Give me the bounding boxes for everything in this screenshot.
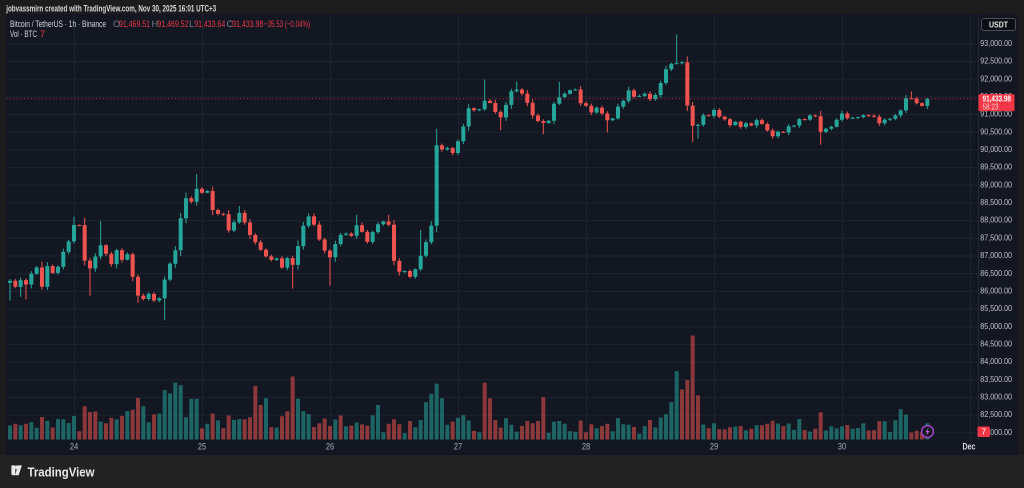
svg-text:L: L <box>189 19 194 29</box>
svg-text:jobvassmirn created with Tradi: jobvassmirn created with TradingView.com… <box>6 4 217 14</box>
svg-text:24: 24 <box>70 442 79 452</box>
svg-text:91,000.00: 91,000.00 <box>980 109 1012 119</box>
svg-text:Bitcoin / TetherUS · 1h · Bina: Bitcoin / TetherUS · 1h · Binance <box>10 19 106 29</box>
svg-text:89,000.00: 89,000.00 <box>980 179 1012 189</box>
svg-text:H: H <box>152 19 159 29</box>
svg-text:91,433.98: 91,433.98 <box>232 19 263 29</box>
svg-text:86,500.00: 86,500.00 <box>980 268 1012 278</box>
svg-text:C: C <box>227 19 234 29</box>
svg-text:91,433.98: 91,433.98 <box>983 94 1012 104</box>
svg-text:82,000.00: 82,000.00 <box>980 427 1012 437</box>
svg-text:89,500.00: 89,500.00 <box>980 162 1012 172</box>
svg-text:88,000.00: 88,000.00 <box>980 215 1012 225</box>
svg-text:58:23: 58:23 <box>983 102 999 111</box>
svg-text:TradingView: TradingView <box>28 465 95 479</box>
svg-text:30: 30 <box>838 442 847 452</box>
svg-text:Dec: Dec <box>963 442 976 452</box>
svg-text:83,000.00: 83,000.00 <box>980 392 1012 402</box>
svg-text:84,500.00: 84,500.00 <box>980 339 1012 349</box>
svg-text:83,500.00: 83,500.00 <box>980 374 1012 384</box>
svg-text:91,433.64: 91,433.64 <box>194 19 225 29</box>
svg-text:91,469.51: 91,469.51 <box>119 19 150 29</box>
svg-text:7: 7 <box>981 427 986 437</box>
svg-text:27: 27 <box>454 442 463 452</box>
svg-text:−35.53 (−0.04%): −35.53 (−0.04%) <box>264 19 310 29</box>
svg-text:25: 25 <box>198 442 207 452</box>
svg-text:7: 7 <box>40 29 45 39</box>
svg-text:82,500.00: 82,500.00 <box>980 409 1012 419</box>
svg-text:85,500.00: 85,500.00 <box>980 303 1012 313</box>
svg-text:87,000.00: 87,000.00 <box>980 250 1012 260</box>
svg-text:USDT: USDT <box>989 20 1008 29</box>
svg-text:90,000.00: 90,000.00 <box>980 144 1012 154</box>
svg-text:91,469.52: 91,469.52 <box>158 19 189 29</box>
svg-text:26: 26 <box>326 442 335 452</box>
svg-text:O: O <box>113 19 120 29</box>
svg-text:85,000.00: 85,000.00 <box>980 321 1012 331</box>
svg-text:29: 29 <box>710 442 719 452</box>
svg-text:88,500.00: 88,500.00 <box>980 197 1012 207</box>
svg-text:93,000.00: 93,000.00 <box>980 38 1012 48</box>
svg-text:86,000.00: 86,000.00 <box>980 285 1012 295</box>
svg-text:92,000.00: 92,000.00 <box>980 73 1012 83</box>
svg-text:87,500.00: 87,500.00 <box>980 232 1012 242</box>
svg-text:84,000.00: 84,000.00 <box>980 356 1012 366</box>
svg-text:Vol · BTC: Vol · BTC <box>10 29 37 39</box>
svg-text:92,500.00: 92,500.00 <box>980 56 1012 66</box>
svg-text:90,500.00: 90,500.00 <box>980 126 1012 136</box>
svg-text:28: 28 <box>582 442 591 452</box>
